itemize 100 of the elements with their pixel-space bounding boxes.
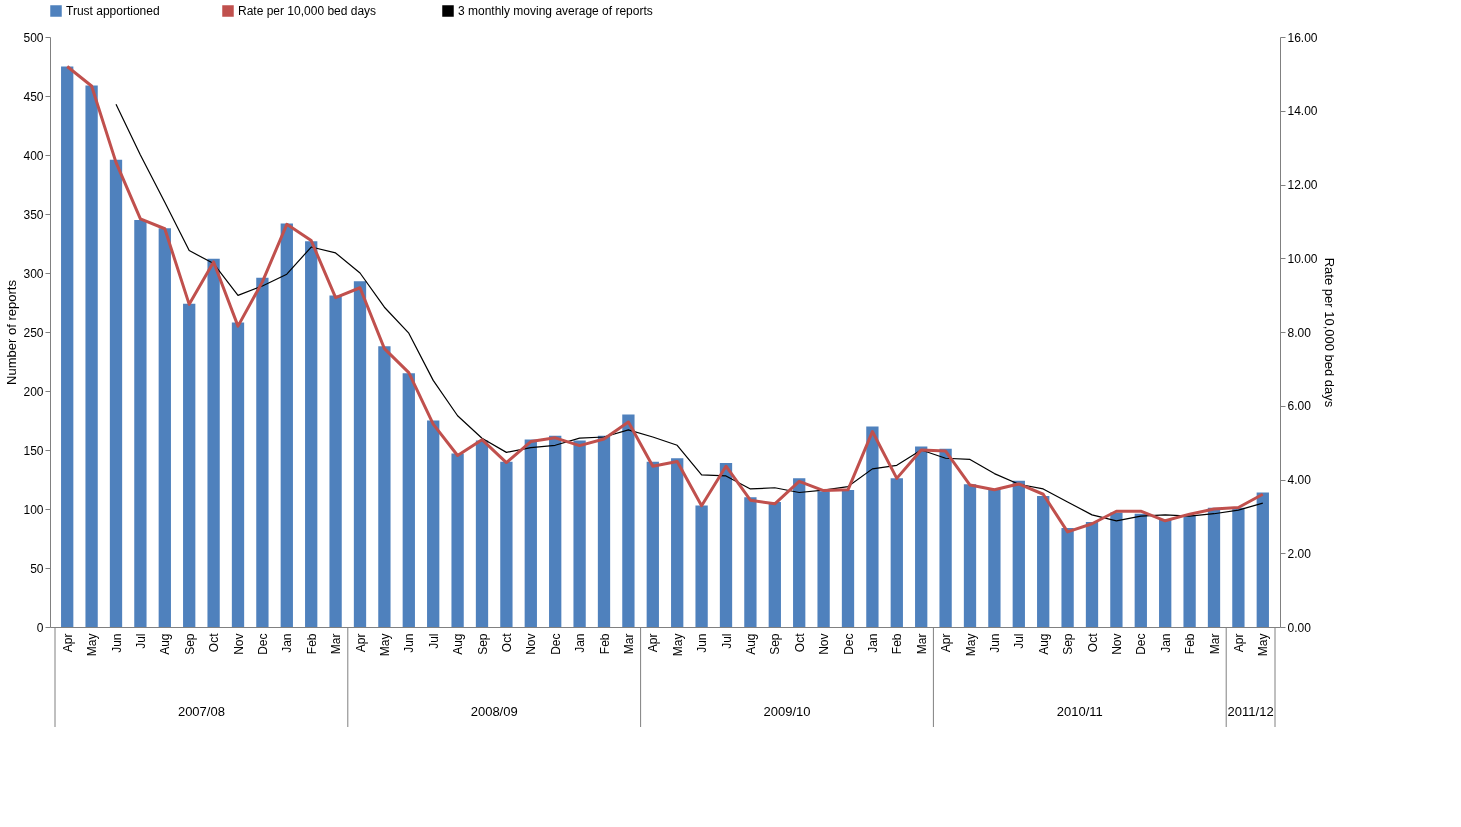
y2-tick-label: 10.00 xyxy=(1287,251,1318,266)
x-tick-label: May xyxy=(85,633,100,657)
bar xyxy=(231,322,245,627)
bar xyxy=(451,453,464,627)
x-tick-label: Apr xyxy=(1231,633,1246,653)
bar xyxy=(573,440,586,627)
y2-tick-label: 12.00 xyxy=(1287,178,1318,192)
x-tick-label: Jun xyxy=(402,633,417,653)
x-tick-label: Oct xyxy=(792,632,807,653)
bar xyxy=(744,497,757,627)
x-tick-label: Feb xyxy=(304,633,319,655)
x-tick-label: Nov xyxy=(231,633,246,655)
bar xyxy=(1134,513,1147,627)
x-tick-label: Mar xyxy=(1207,633,1222,655)
x-tick-label: May xyxy=(377,633,392,657)
bar xyxy=(183,303,196,627)
x-tick-label: Jun xyxy=(695,633,710,653)
x-tick-label: Mar xyxy=(329,633,344,655)
y-tick-label: 50 xyxy=(30,561,44,576)
legend-label: Trust apportioned xyxy=(66,4,160,18)
bar xyxy=(85,85,98,627)
y-tick-label: 400 xyxy=(23,148,44,163)
y2-axis-title: Rate per 10,000 bed days xyxy=(1321,257,1337,408)
x-tick-label: Oct xyxy=(207,632,222,653)
bar xyxy=(915,446,928,627)
x-tick-label: Aug xyxy=(743,633,758,655)
bar xyxy=(793,478,806,627)
bar xyxy=(524,439,537,627)
x-tick-label: Feb xyxy=(597,633,612,655)
bar xyxy=(1232,507,1245,627)
bar xyxy=(939,448,952,627)
bar xyxy=(475,440,489,627)
x-tick-label: Dec xyxy=(1134,633,1149,655)
y2-tick-label: 16.00 xyxy=(1287,30,1318,45)
x-tick-label: Jan xyxy=(280,633,295,653)
bar xyxy=(695,505,708,627)
y-axis-title: Number of reports xyxy=(4,279,20,385)
bar xyxy=(768,501,781,627)
bar xyxy=(61,66,74,627)
y-tick-label: 350 xyxy=(23,207,44,222)
x-tick-label: Jul xyxy=(426,633,441,649)
y-tick-label: 250 xyxy=(23,325,44,340)
bar xyxy=(1183,514,1196,627)
x-tick-label: Dec xyxy=(255,633,270,655)
y2-tick-label: 0.00 xyxy=(1287,620,1312,635)
bar xyxy=(549,435,562,627)
bar xyxy=(817,491,830,627)
text: 2009/10 xyxy=(763,704,811,719)
x-tick-label: Apr xyxy=(939,633,954,653)
x-tick-label: Jan xyxy=(573,633,588,653)
y2-tick-label: 2.00 xyxy=(1287,546,1312,561)
bar xyxy=(134,219,147,627)
x-tick-label: Nov xyxy=(1109,633,1124,655)
bar xyxy=(671,458,684,627)
x-tick-label: Apr xyxy=(353,633,368,653)
x-tick-label: Aug xyxy=(158,633,173,655)
bar xyxy=(988,488,1001,627)
x-tick-label: Sep xyxy=(768,633,783,655)
x-tick-label: Sep xyxy=(1061,633,1076,655)
text: 2008/09 xyxy=(470,704,518,719)
x-tick-label: May xyxy=(670,633,685,657)
x-tick-label: Jun xyxy=(109,633,124,653)
bar xyxy=(1037,496,1050,627)
x-tick-label: May xyxy=(963,633,978,657)
x-tick-label: Dec xyxy=(548,633,563,655)
bar xyxy=(427,420,440,627)
x-tick-label: Jan xyxy=(1158,633,1173,653)
bar xyxy=(597,435,611,627)
bar xyxy=(719,462,733,627)
y-tick-label: 150 xyxy=(23,443,44,458)
text: 2011/12 xyxy=(1227,704,1274,719)
x-tick-label: Oct xyxy=(1085,632,1100,653)
y2-tick-label: 14.00 xyxy=(1287,104,1318,119)
y-tick-label: 200 xyxy=(23,384,44,399)
y-tick-label: 100 xyxy=(23,502,44,517)
y-tick-label: 300 xyxy=(23,266,44,281)
bar xyxy=(500,461,513,627)
bar xyxy=(402,373,415,627)
y-tick-label: 500 xyxy=(23,30,44,45)
x-tick-label: Apr xyxy=(60,633,75,653)
x-tick-label: Jun xyxy=(987,633,1002,653)
bar xyxy=(646,461,659,627)
y2-tick-label: 6.00 xyxy=(1287,399,1312,414)
bar xyxy=(256,277,269,627)
x-tick-label: Nov xyxy=(817,633,832,655)
bar xyxy=(109,159,123,627)
x-tick-label: Feb xyxy=(1183,633,1198,655)
bar xyxy=(841,490,855,627)
x-tick-label: Jul xyxy=(719,633,734,649)
x-tick-label: Nov xyxy=(524,633,539,655)
bar xyxy=(158,228,171,627)
bar xyxy=(329,295,342,627)
bar xyxy=(1159,519,1172,627)
x-tick-label: Jan xyxy=(865,633,880,653)
bar xyxy=(866,426,879,627)
x-tick-label: Aug xyxy=(451,633,466,655)
bar xyxy=(1110,512,1123,627)
bar xyxy=(1061,527,1074,627)
bar xyxy=(622,414,635,627)
y-tick-label: 0 xyxy=(36,620,44,635)
